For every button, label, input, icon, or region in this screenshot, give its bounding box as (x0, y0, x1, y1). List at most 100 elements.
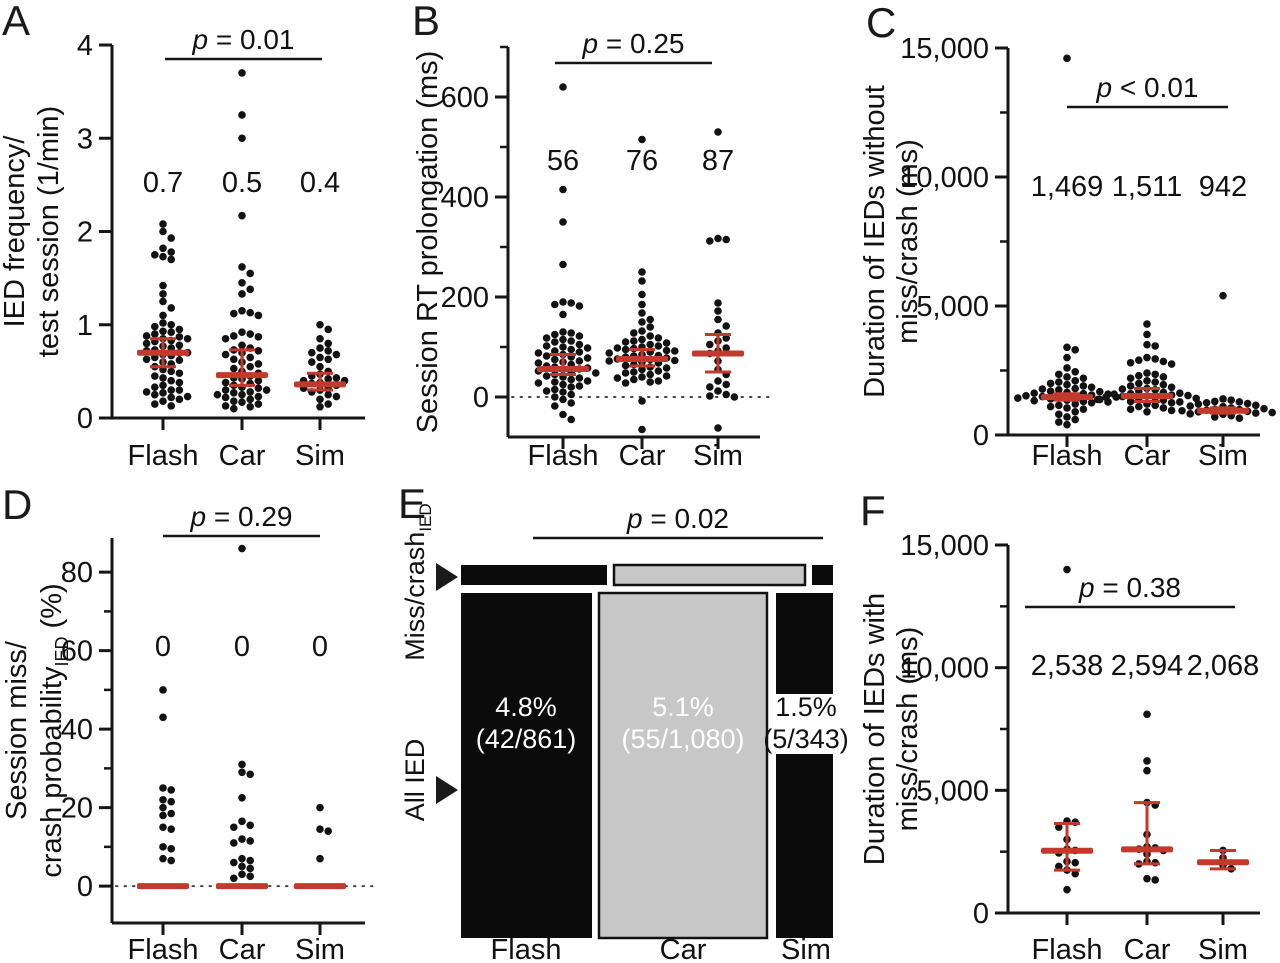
data-point (167, 248, 175, 256)
y-axis-label: Session miss/ (1, 640, 33, 820)
panel-b-letter: B (412, 0, 441, 44)
data-point (159, 327, 167, 336)
data-point (1143, 369, 1151, 377)
data-point (559, 328, 567, 336)
data-point (230, 397, 238, 406)
data-point (308, 358, 316, 366)
y-axis-label: Session RT prolongation (ms) (412, 51, 444, 434)
data-point (238, 306, 246, 315)
panel-f-letter: F (860, 487, 886, 534)
data-point (332, 392, 341, 401)
data-point (542, 387, 551, 395)
data-point (1102, 393, 1110, 401)
swarm-sim (1178, 291, 1276, 423)
data-point (1126, 358, 1135, 367)
panel-d-letter: D (2, 481, 33, 528)
p-value-label: p = 0.29 (190, 501, 293, 532)
data-point (159, 811, 167, 820)
mosaic-bottom-bar-flash (461, 593, 592, 938)
median-bar (1041, 394, 1093, 401)
data-point (613, 344, 622, 352)
data-point (638, 290, 646, 299)
data-point (183, 392, 192, 401)
p-value-label: p = 0.02 (626, 503, 729, 534)
y-tick-label: 60 (61, 636, 93, 668)
data-point (221, 378, 230, 387)
data-point (254, 333, 263, 341)
data-point (542, 352, 551, 360)
data-point (167, 320, 175, 329)
data-point (534, 379, 543, 387)
data-point (1151, 378, 1159, 386)
p-value-label: p = 0.01 (192, 24, 295, 55)
data-point (714, 234, 722, 243)
data-point (1096, 387, 1104, 396)
p-value-label: p = 0.38 (1078, 572, 1181, 603)
data-point (316, 403, 324, 411)
data-point (559, 310, 567, 319)
data-point (230, 389, 238, 397)
data-point (1055, 386, 1063, 394)
data-point (1063, 404, 1071, 412)
data-point (1135, 371, 1143, 380)
y-tick-label: 40 (61, 714, 93, 746)
mosaic-percent-label: 5.1% (652, 692, 714, 722)
data-point (230, 309, 238, 318)
data-point (238, 211, 246, 220)
median-bar (1121, 846, 1173, 853)
data-point (175, 341, 184, 350)
data-point (534, 349, 543, 357)
data-point (722, 344, 730, 352)
data-point (175, 378, 184, 387)
mosaic-row-label: Miss/crashIED (400, 503, 435, 660)
data-point (621, 369, 630, 377)
data-point (1055, 410, 1063, 419)
data-point (246, 837, 254, 845)
data-point (559, 395, 567, 404)
median-group (1041, 392, 1093, 402)
data-point (1126, 397, 1135, 406)
x-category-label: Car (219, 440, 266, 472)
y-axis-label: Duration of IEDs without (859, 85, 891, 398)
data-point (714, 128, 722, 136)
data-point (316, 353, 324, 362)
data-point (1071, 400, 1079, 408)
data-point (159, 803, 167, 812)
data-point (1071, 367, 1079, 376)
data-point (238, 69, 246, 77)
data-point (567, 390, 575, 399)
y-axis-label: miss/crash (ms) (892, 139, 924, 344)
median-bar (216, 372, 268, 379)
x-category-label: Sim (295, 440, 345, 472)
mosaic-top-bar-car (612, 563, 807, 587)
data-point (1143, 407, 1151, 416)
mosaic-percent-label: 1.5% (775, 692, 837, 722)
swarm-car (1135, 710, 1168, 884)
data-point (151, 330, 159, 338)
data-point (1063, 380, 1071, 389)
data-point (1079, 374, 1088, 383)
data-point (714, 424, 722, 432)
data-point (1071, 377, 1079, 385)
data-point (1071, 869, 1079, 878)
data-point (1143, 353, 1151, 362)
median-annotation: 1,511 (1112, 171, 1182, 203)
data-point (646, 378, 654, 386)
data-point (654, 334, 663, 342)
data-point (722, 322, 730, 330)
data-point (1055, 370, 1063, 379)
data-point (1063, 364, 1071, 372)
y-tick-label: 15,000 (900, 530, 989, 562)
data-point (714, 307, 722, 315)
data-point (1143, 340, 1151, 349)
data-point (230, 355, 238, 364)
data-point (167, 809, 175, 818)
median-annotation: 0.7 (143, 167, 183, 199)
data-point (592, 369, 600, 377)
data-point (324, 325, 333, 334)
data-point (230, 823, 238, 832)
x-category-label: Flash (1032, 934, 1103, 963)
data-point (646, 370, 654, 379)
data-point (142, 355, 151, 364)
data-point (324, 827, 333, 835)
